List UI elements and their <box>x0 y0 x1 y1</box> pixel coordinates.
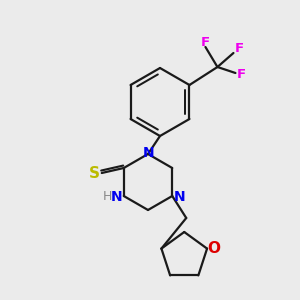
Text: N: N <box>173 190 185 204</box>
Text: F: F <box>235 43 244 56</box>
Text: S: S <box>89 167 100 182</box>
Text: N: N <box>143 146 155 160</box>
Text: F: F <box>237 68 246 82</box>
Text: O: O <box>208 241 220 256</box>
Text: H: H <box>103 190 112 203</box>
Text: F: F <box>201 35 210 49</box>
Text: N: N <box>111 190 123 204</box>
